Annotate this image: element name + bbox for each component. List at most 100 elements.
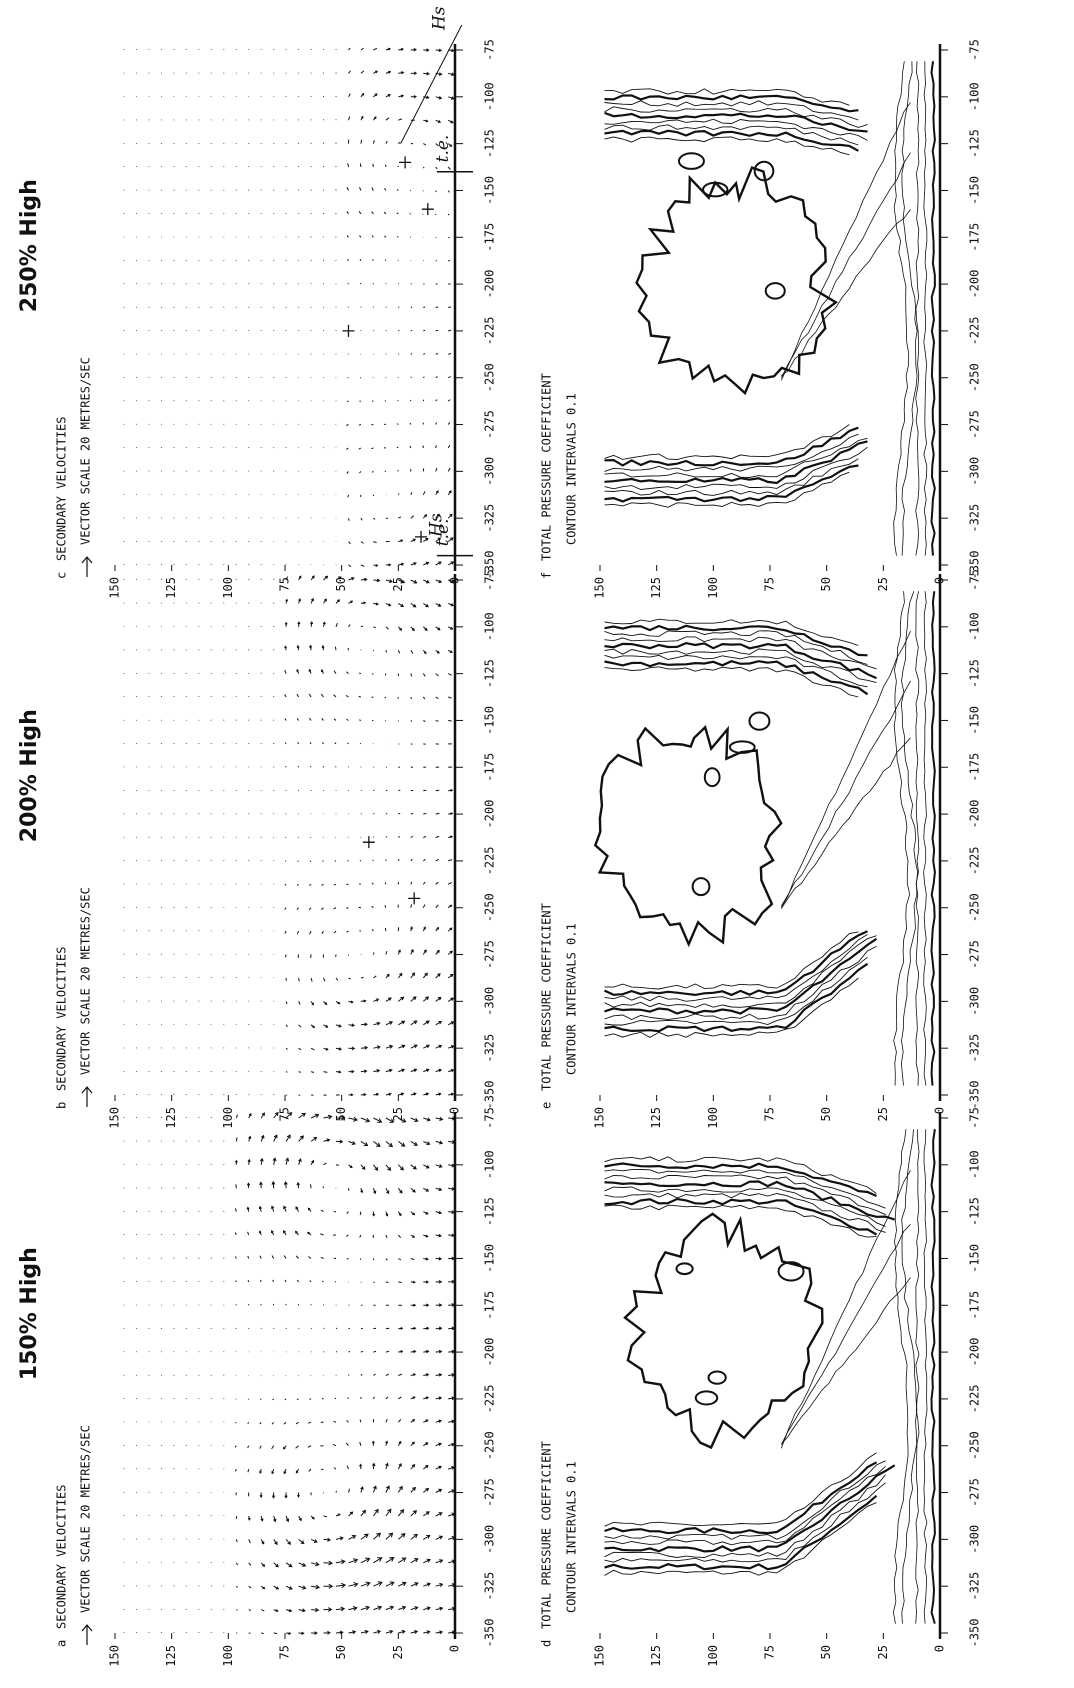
contour-loop (694, 1390, 719, 1406)
y-tick-label: 50 (334, 577, 348, 591)
contour-loop (702, 181, 729, 198)
contour-line (604, 1465, 886, 1546)
contour-line (604, 1474, 886, 1558)
contour-line (604, 931, 859, 990)
contour-line (604, 446, 868, 490)
panel-title: TOTAL PRESSURE COEFFICIENT (540, 1441, 554, 1629)
panel-title: SECONDARY VELOCITIES (55, 417, 69, 562)
panel-title: TOTAL PRESSURE COEFFICIENT (540, 373, 554, 561)
leader-line (400, 24, 463, 144)
x-tick-label: -250 (968, 1431, 982, 1460)
contour-line (604, 937, 878, 1015)
hs-annotation: Hs (427, 513, 447, 538)
x-tick-label: -300 (968, 1525, 982, 1554)
y-tick-label: 75 (278, 1645, 292, 1659)
contour-line (604, 1197, 878, 1236)
contour-line (604, 1156, 877, 1194)
contour-loop (707, 1370, 727, 1385)
y-tick-label: 25 (391, 577, 405, 591)
x-tick-label: -250 (968, 893, 982, 922)
contour-line (604, 129, 859, 152)
x-tick-label: -325 (968, 504, 982, 533)
x-tick-label: -75 (968, 39, 982, 61)
x-tick-label: -200 (483, 1338, 497, 1367)
contour-wall (892, 1129, 909, 1624)
contour-line (604, 464, 859, 503)
y-tick-label: 50 (819, 577, 833, 591)
contour-line (604, 1482, 886, 1563)
contour-line (604, 1192, 886, 1233)
contour-plot: f TOTAL PRESSURE COEFFICIENT CONTOUR INTER… (540, 39, 982, 599)
x-tick-label: -225 (483, 316, 497, 345)
vector-plot: c SECONDARY VELOCITIES VECTOR SCALE 20 MET… (55, 6, 497, 599)
panel-letter: f (540, 572, 554, 579)
x-tick-label: -100 (968, 1150, 982, 1179)
cross-marker (399, 156, 412, 169)
te-annotation: t.e. (433, 519, 453, 547)
contour-line (604, 666, 859, 698)
y-tick-label: 150 (593, 1645, 607, 1667)
x-tick-label: -100 (968, 612, 982, 641)
vector-scale: VECTOR SCALE 20 METRES/SEC (79, 357, 93, 545)
contour-line (604, 930, 868, 997)
x-tick-label: -250 (483, 363, 497, 392)
contour-wall (930, 591, 936, 1086)
x-tick-label: -150 (968, 176, 982, 205)
scale-arrow (81, 556, 93, 577)
x-tick-label: -300 (483, 457, 497, 486)
x-tick-label: -125 (483, 1197, 497, 1226)
contour-wall (893, 61, 910, 556)
x-tick-label: -225 (483, 846, 497, 875)
panel-title: SECONDARY VELOCITIES (55, 947, 69, 1092)
x-tick-label: -150 (483, 706, 497, 735)
contour-plot: e TOTAL PRESSURE COEFFICIENT CONTOUR INTER… (540, 569, 982, 1129)
x-tick-label: -275 (968, 410, 982, 439)
x-tick-label: -200 (968, 800, 982, 829)
x-tick-label: -325 (483, 1034, 497, 1063)
panel-letter: a (55, 1640, 69, 1647)
x-tick-label: -250 (483, 1431, 497, 1460)
contour-line (604, 1186, 886, 1227)
y-tick-label: 125 (649, 1645, 663, 1667)
contour-wall (901, 1129, 918, 1624)
x-tick-label: -200 (968, 1338, 982, 1367)
contour-line (780, 1170, 911, 1449)
vector-scale: VECTOR SCALE 20 METRES/SEC (79, 887, 93, 1075)
contour-loop (753, 160, 775, 182)
x-tick-label: -300 (483, 987, 497, 1016)
contour-line (604, 654, 868, 688)
contour-wall (930, 1129, 936, 1624)
panel-letter: e (540, 1102, 554, 1109)
contour-line (604, 118, 868, 141)
x-tick-label: -225 (483, 1384, 497, 1413)
y-tick-label: 150 (108, 577, 122, 599)
contour-line (604, 1464, 896, 1553)
x-tick-label: -150 (968, 1244, 982, 1273)
contour-loop (691, 877, 711, 897)
y-tick-label: 0 (933, 1107, 947, 1114)
x-tick-label: -225 (968, 316, 982, 345)
y-tick-label: 75 (763, 577, 777, 591)
y-tick-label: 0 (448, 1107, 462, 1114)
contour-interval: CONTOUR INTERVALS 0.1 (565, 923, 579, 1075)
contour-wall (900, 591, 919, 1086)
contour-line (604, 934, 868, 1002)
x-tick-label: -250 (483, 893, 497, 922)
x-tick-label: -125 (968, 1197, 982, 1226)
x-tick-label: -225 (968, 1384, 982, 1413)
x-tick-label: -350 (483, 551, 497, 580)
y-tick-label: 125 (649, 577, 663, 599)
x-tick-label: -350 (483, 1081, 497, 1110)
hs-annotation: Hs (430, 6, 450, 31)
y-tick-label: 100 (221, 1107, 235, 1129)
contour-loop (677, 152, 705, 170)
contour-line (604, 437, 868, 478)
contour-bold (623, 1212, 824, 1450)
vector-scale: VECTOR SCALE 20 METRES/SEC (79, 1425, 93, 1613)
te-annotation: t.e. (433, 135, 453, 163)
x-tick-label: -300 (968, 987, 982, 1016)
contour-line (604, 424, 850, 460)
x-tick-label: -125 (968, 659, 982, 688)
x-tick-label: -275 (483, 940, 497, 969)
